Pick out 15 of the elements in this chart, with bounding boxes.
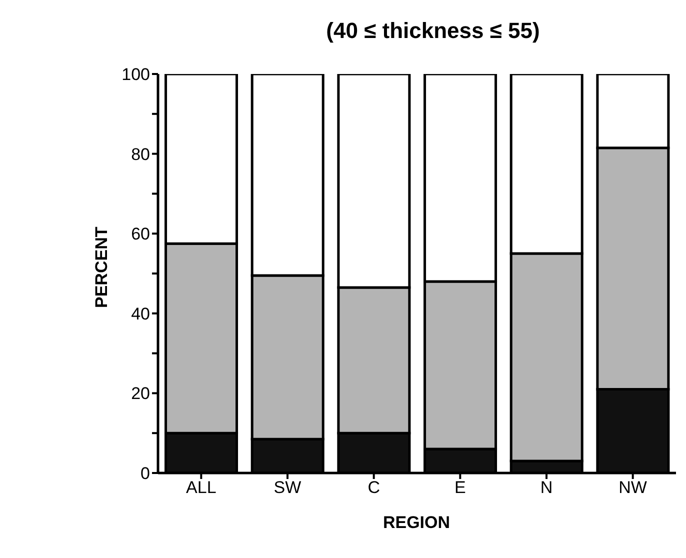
- y-tick-label: 0: [140, 464, 150, 484]
- y-tick-label: 40: [131, 304, 150, 324]
- y-tick-label: 20: [131, 384, 150, 404]
- x-tick-label: SW: [274, 478, 302, 498]
- x-tick-label: NW: [618, 478, 647, 498]
- x-axis-title: REGION: [382, 513, 452, 533]
- x-tick-label: E: [454, 478, 466, 498]
- y-axis-title: PERCENT: [92, 226, 112, 308]
- y-tick-label: 100: [122, 65, 150, 84]
- y-tick-label: 60: [131, 224, 150, 244]
- x-tick-label: N: [540, 478, 553, 498]
- y-tick-label: 80: [131, 144, 150, 164]
- x-tick-label: C: [368, 478, 380, 498]
- chart-title: (40 ≤ thickness ≤ 55): [325, 18, 541, 44]
- x-tick-label: ALL: [186, 478, 216, 498]
